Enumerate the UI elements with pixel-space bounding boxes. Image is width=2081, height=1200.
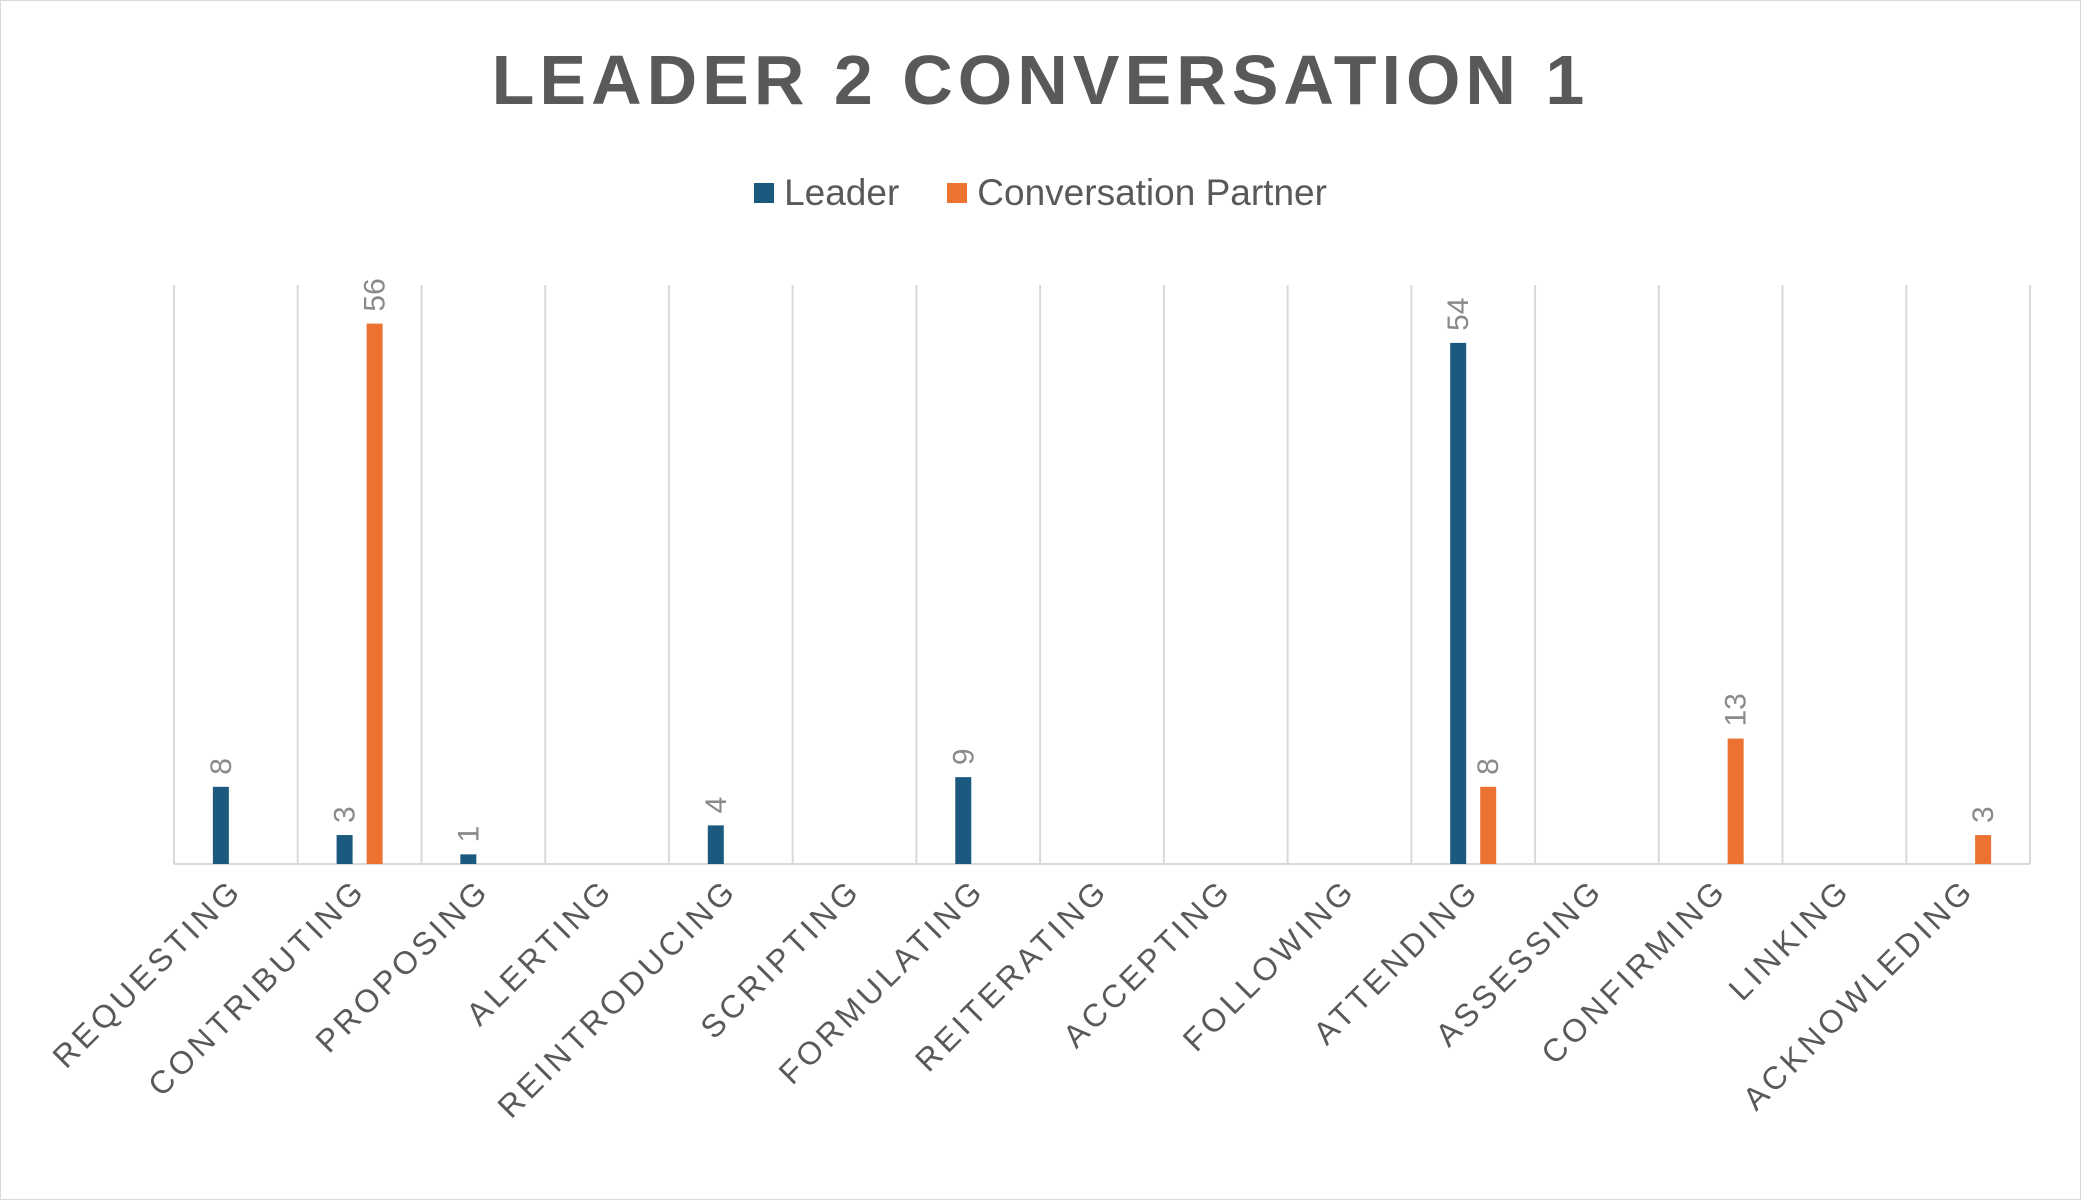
data-label: 56 xyxy=(359,278,392,311)
bar-leader xyxy=(336,835,353,864)
category-label: ACKNOWLEDING xyxy=(1736,871,1981,1116)
data-label: 8 xyxy=(1472,758,1505,775)
legend-label-conversation-partner: Conversation Partner xyxy=(977,172,1327,213)
bar-leader xyxy=(1450,342,1467,864)
category-label: REINTRODUCING xyxy=(490,871,743,1124)
category-label: CONTRIBUTING xyxy=(141,871,373,1103)
data-label: 8 xyxy=(205,758,238,775)
legend-swatch-leader xyxy=(754,183,775,203)
category-label: FORMULATING xyxy=(772,871,992,1091)
data-label: 1 xyxy=(452,826,485,843)
data-label: 3 xyxy=(1967,806,2000,823)
bar-conversation-partner xyxy=(1975,835,1992,864)
data-label: 13 xyxy=(1720,693,1753,726)
bar-leader xyxy=(460,854,477,864)
bar-leader xyxy=(955,777,972,864)
bar-leader xyxy=(212,786,229,864)
chart-legend: Leader Conversation Partner xyxy=(0,172,2081,214)
bar-conversation-partner xyxy=(1480,786,1497,864)
data-label: 3 xyxy=(329,806,362,823)
bar-conversation-partner xyxy=(366,323,383,865)
legend-swatch-conversation-partner xyxy=(947,183,968,203)
legend-item-conversation-partner: Conversation Partner xyxy=(947,172,1327,214)
legend-label-leader: Leader xyxy=(784,172,900,213)
chart-title: LEADER 2 CONVERSATION 1 xyxy=(491,41,1590,119)
bar-conversation-partner xyxy=(1727,738,1744,864)
data-label: 4 xyxy=(700,797,733,814)
data-label: 9 xyxy=(947,748,980,765)
bar-leader xyxy=(707,825,724,864)
data-label: 54 xyxy=(1442,298,1475,331)
category-label: LINKING xyxy=(1722,871,1858,1007)
legend-item-leader: Leader xyxy=(754,172,899,214)
